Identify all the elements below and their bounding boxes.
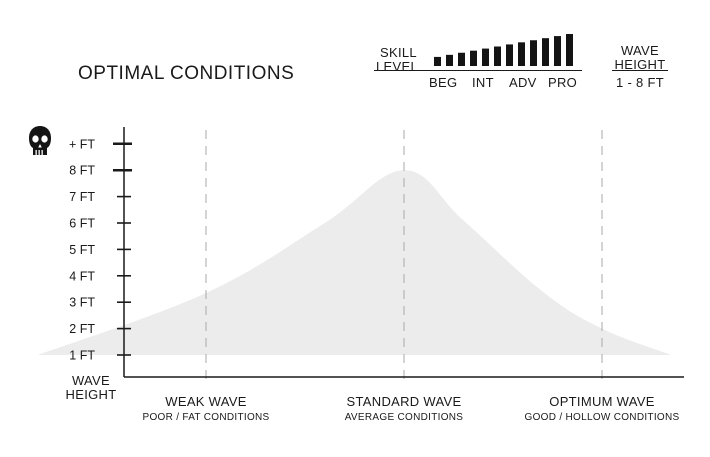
skill-bar	[530, 40, 537, 66]
wave-height-label-line2: HEIGHT	[615, 57, 666, 72]
y-tick-label: 5 FT	[69, 243, 95, 257]
skill-level-adv: ADV	[509, 75, 537, 90]
skill-bar	[518, 42, 525, 66]
y-tick-label: 8 FT	[69, 164, 95, 178]
y-tick-label: 7 FT	[69, 190, 95, 204]
skill-bar	[506, 44, 513, 66]
wave-height-range: 1 - 8 FT	[616, 75, 664, 90]
category-sublabel: GOOD / HOLLOW CONDITIONS	[525, 412, 680, 423]
y-ticks: 1 FT 2 FT 3 FT 4 FT 5 FT 6 FT 7 FT 8 FT + FT	[69, 137, 132, 363]
y-tick-label: 6 FT	[69, 217, 95, 231]
skill-level-pro: PRO	[548, 75, 577, 90]
y-axis-title-line1: WAVE	[72, 373, 110, 388]
skill-label-line1: SKILL	[380, 45, 417, 60]
wave-height-label-line1: WAVE	[621, 43, 659, 58]
skill-level-int: INT	[472, 75, 494, 90]
skill-level-legend: SKILL LEVEL BEG INT ADV PRO	[374, 34, 582, 90]
skill-bars	[434, 34, 573, 66]
y-tick-label: 4 FT	[69, 269, 95, 283]
category-sublabel: POOR / FAT CONDITIONS	[142, 412, 269, 423]
chart-title: OPTIMAL CONDITIONS	[78, 63, 294, 84]
category-label: STANDARD WAVE	[347, 394, 462, 409]
y-tick-label: 1 FT	[69, 349, 95, 363]
y-tick-label: 3 FT	[69, 296, 95, 310]
skill-bar	[566, 34, 573, 66]
skill-bar	[494, 46, 501, 66]
wave-height-legend: WAVE HEIGHT 1 - 8 FT	[612, 43, 668, 90]
skill-bar	[482, 48, 489, 66]
skill-bar	[554, 36, 561, 66]
category-sublabel: AVERAGE CONDITIONS	[345, 412, 464, 423]
skill-bar	[470, 50, 477, 66]
category-label: OPTIMUM WAVE	[549, 394, 654, 409]
skull-icon	[29, 126, 51, 155]
skill-level-beg: BEG	[429, 75, 457, 90]
category-guides	[205, 130, 603, 386]
skill-bar	[458, 52, 465, 66]
skill-bar	[434, 56, 441, 66]
y-axis-title-line2: HEIGHT	[66, 387, 117, 402]
category-label: WEAK WAVE	[165, 394, 246, 409]
skill-bar	[542, 38, 549, 66]
skill-bar	[446, 54, 453, 66]
y-tick-label: 2 FT	[69, 322, 95, 336]
x-category-labels: WEAK WAVE POOR / FAT CONDITIONS STANDARD W…	[142, 394, 679, 423]
y-tick-label: + FT	[69, 137, 95, 151]
performance-area	[37, 170, 672, 355]
skill-label-line2: LEVEL	[376, 59, 418, 74]
